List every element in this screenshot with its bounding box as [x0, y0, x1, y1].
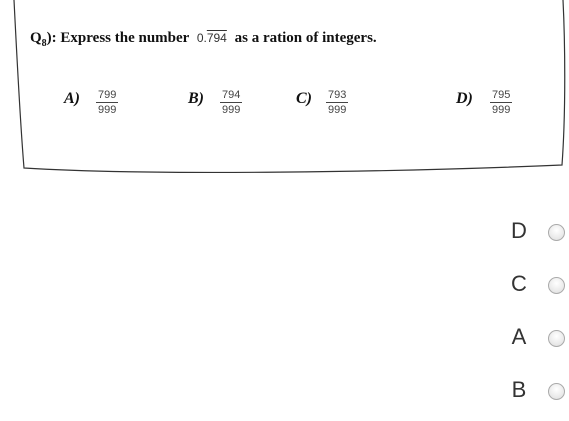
numerator: 795	[490, 89, 513, 103]
radio-button[interactable]	[548, 330, 565, 347]
question-text: Express the number	[60, 30, 190, 46]
denominator: 999	[328, 104, 347, 116]
question: Q8): Express the number 0.794 as a ratio…	[30, 30, 377, 49]
option-letter: C)	[296, 90, 312, 107]
answer-label: B	[511, 377, 527, 402]
denominator: 999	[222, 104, 241, 116]
question-border	[13, 0, 566, 174]
radio-button[interactable]	[548, 383, 565, 400]
decimal-whole: 0.	[196, 31, 207, 45]
option-letter: D)	[456, 90, 473, 107]
fraction: 794 999	[220, 88, 243, 117]
option-letter: A)	[64, 90, 80, 107]
numerator: 793	[326, 89, 349, 103]
answer-label: C	[511, 271, 527, 296]
radio-button[interactable]	[548, 224, 565, 241]
answer-label: A	[511, 324, 527, 349]
question-suffix: ):	[46, 30, 57, 46]
question-number: 8	[41, 38, 47, 49]
numerator: 799	[96, 89, 119, 103]
denominator: 999	[492, 104, 511, 116]
denominator: 999	[98, 104, 117, 116]
numerator: 794	[220, 89, 243, 103]
fraction: 795 999	[490, 88, 513, 117]
decimal: 0.794	[197, 31, 227, 45]
question-text-end: as a ration of integers.	[234, 30, 377, 46]
fraction: 793 999	[326, 88, 349, 117]
answer-label: D	[511, 218, 527, 243]
radio-button[interactable]	[548, 277, 565, 294]
question-label: Q	[30, 30, 42, 46]
option-letter: B)	[188, 90, 204, 107]
fraction: 799 999	[96, 88, 119, 117]
decimal-repeating: 794	[206, 31, 227, 45]
